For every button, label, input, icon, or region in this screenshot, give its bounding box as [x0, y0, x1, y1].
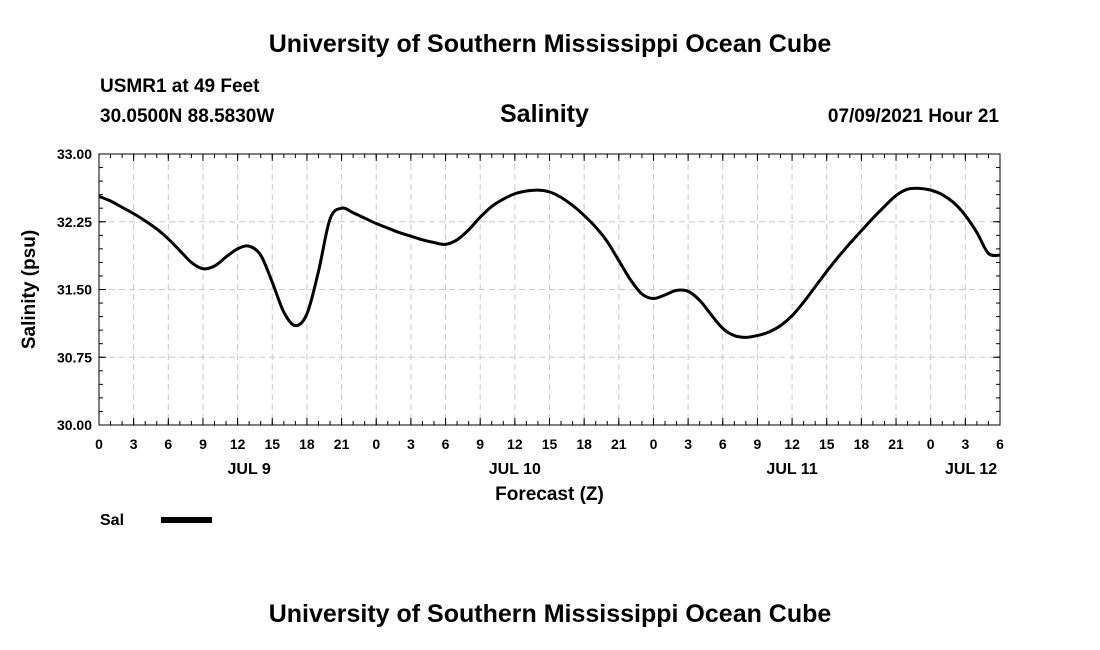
x-tick-label: 21 [888, 436, 904, 452]
x-date-label: JUL 12 [945, 461, 997, 478]
x-tick-label: 3 [130, 436, 138, 452]
x-tick-label: 0 [650, 436, 658, 452]
y-tick-label: 31.50 [57, 282, 92, 298]
x-axis-title: Forecast (Z) [495, 484, 604, 505]
x-tick-label: 0 [95, 436, 103, 452]
x-tick-label: 12 [784, 436, 800, 452]
x-tick-label: 15 [542, 436, 558, 452]
x-tick-label: 6 [719, 436, 727, 452]
x-tick-label: 15 [264, 436, 280, 452]
y-tick-label: 33.00 [57, 146, 92, 162]
x-date-label: JUL 9 [228, 461, 271, 478]
legend-label: Sal [100, 512, 124, 529]
x-tick-label: 9 [199, 436, 207, 452]
x-tick-label: 15 [819, 436, 835, 452]
x-tick-label: 18 [854, 436, 870, 452]
x-date-label: JUL 11 [766, 461, 817, 478]
x-date-label: JUL 10 [489, 461, 541, 478]
y-axis-title: Salinity (psu) [19, 230, 40, 349]
x-tick-label: 9 [754, 436, 762, 452]
x-tick-label: 0 [372, 436, 380, 452]
x-tick-label: 21 [611, 436, 627, 452]
x-tick-label: 18 [576, 436, 592, 452]
x-tick-label: 21 [334, 436, 350, 452]
x-tick-label: 3 [684, 436, 692, 452]
x-tick-label: 12 [507, 436, 523, 452]
x-tick-label: 6 [996, 436, 1004, 452]
x-tick-label: 6 [442, 436, 450, 452]
series-line-sal [98, 186, 1001, 339]
x-tick-label: 3 [407, 436, 415, 452]
page-title: University of Southern Mississippi Ocean… [268, 30, 832, 58]
x-tick-label: 12 [230, 436, 246, 452]
chart-title: Salinity [500, 100, 589, 128]
station-coordinates: 30.0500N 88.5830W [100, 106, 275, 127]
y-tick-label: 30.75 [57, 349, 92, 365]
x-tick-label: 18 [299, 436, 315, 452]
y-tick-label: 32.25 [57, 214, 92, 230]
forecast-datetime: 07/09/2021 Hour 21 [827, 106, 999, 127]
x-tick-label: 3 [961, 436, 969, 452]
y-tick-label: 30.00 [57, 417, 92, 433]
station-label: USMR1 at 49 Feet [100, 76, 260, 97]
x-tick-label: 0 [927, 436, 935, 452]
x-tick-label: 6 [164, 436, 172, 452]
footer-title: University of Southern Mississippi Ocean… [268, 600, 832, 628]
x-tick-label: 9 [476, 436, 484, 452]
